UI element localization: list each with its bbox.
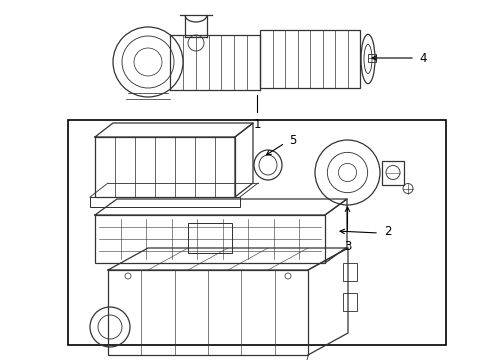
Bar xyxy=(95,215,325,263)
Bar xyxy=(367,54,375,62)
Text: 5: 5 xyxy=(288,134,296,147)
Bar xyxy=(187,223,231,253)
Bar xyxy=(342,263,356,281)
Bar xyxy=(381,161,403,185)
Bar xyxy=(108,270,307,355)
Bar xyxy=(95,137,235,197)
Text: 4: 4 xyxy=(418,51,426,64)
Text: 3: 3 xyxy=(343,240,350,253)
Text: 2: 2 xyxy=(383,225,391,238)
Bar xyxy=(90,197,240,207)
Bar xyxy=(260,30,359,88)
Bar xyxy=(342,293,356,311)
Bar xyxy=(68,120,445,345)
Text: 1: 1 xyxy=(253,118,260,131)
